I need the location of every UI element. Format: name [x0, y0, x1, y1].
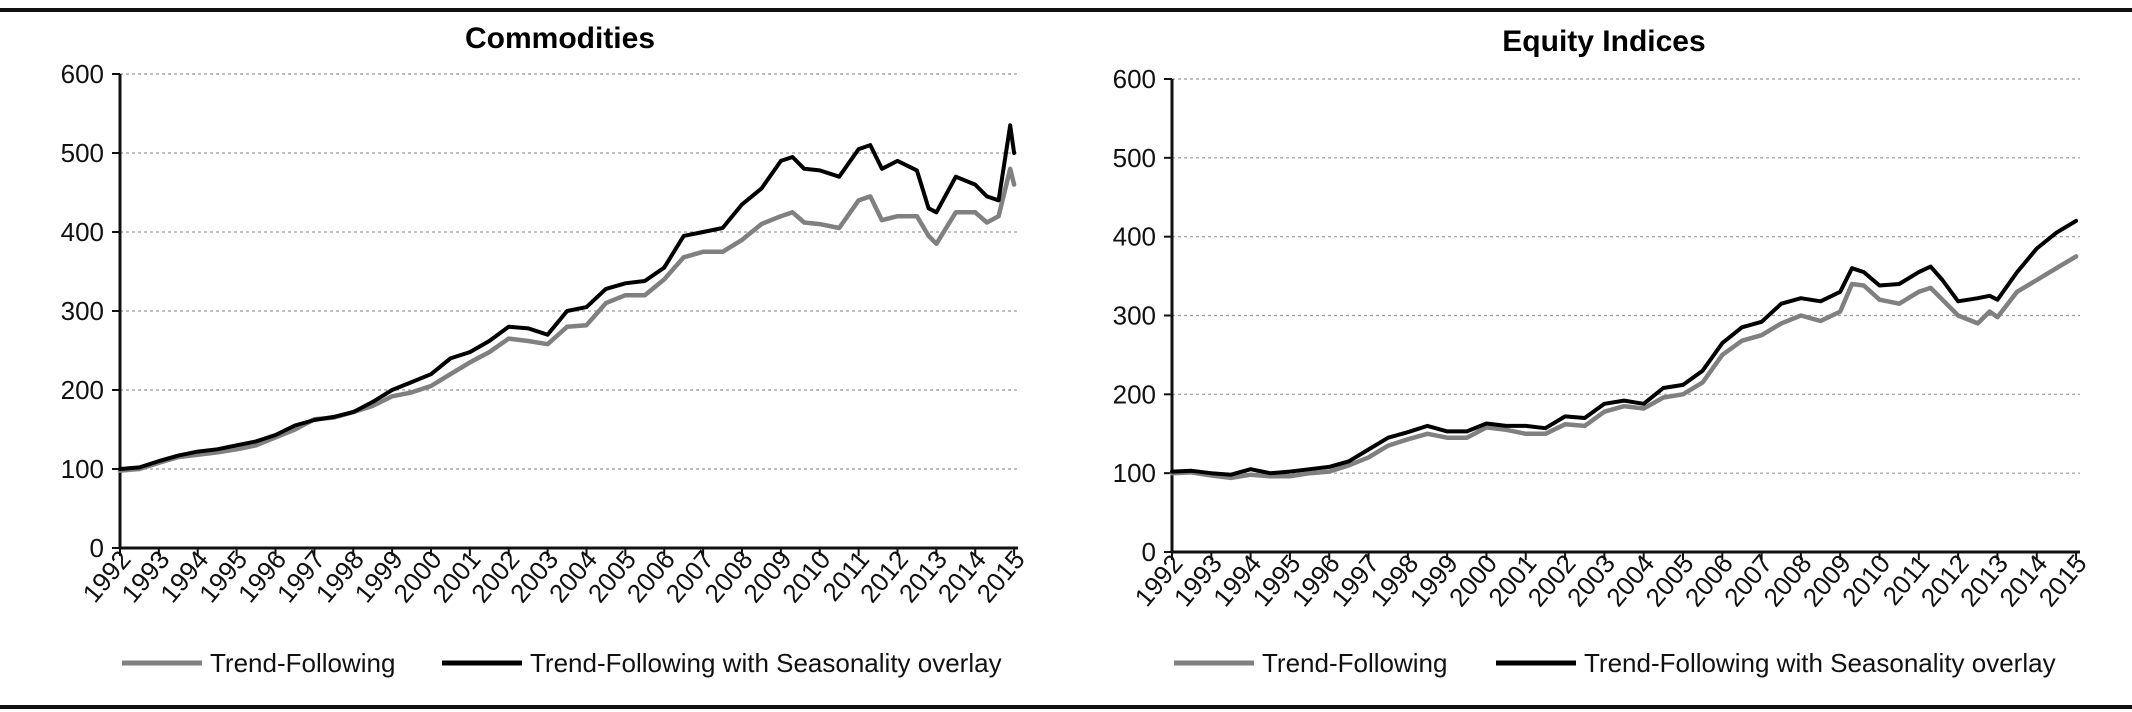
y-tick-label: 300	[61, 296, 104, 326]
series-line-trend-following-seasonality	[118, 123, 1017, 471]
y-tick-label: 600	[61, 59, 104, 89]
y-tick-label: 300	[1113, 301, 1156, 331]
y-tick-label: 500	[61, 138, 104, 168]
y-tick-label: 0	[90, 533, 104, 563]
chart-title: Equity Indices	[1502, 25, 1705, 58]
chart-title: Commodities	[465, 22, 655, 55]
series-line-trend-following-seasonality	[1170, 218, 2079, 477]
chart-commodities: Commodities01002003004005006001992199319…	[61, 22, 1031, 678]
y-tick-label: 100	[1113, 458, 1156, 488]
y-tick-label: 600	[1113, 64, 1156, 94]
y-tick-label: 500	[1113, 143, 1156, 173]
chart-equity-indices: Equity Indices01002003004005006001992199…	[1113, 25, 2093, 678]
series-line-trend-following	[1169, 254, 2079, 481]
chart-panel-equity-indices: Equity Indices 0 100 200 300 400 500 600 1992 199…	[1090, 12, 2132, 704]
y-tick-label: 100	[61, 454, 104, 484]
y-tick-label: 400	[1113, 222, 1156, 252]
legend-label-trend-following: Trend-Following	[210, 648, 395, 678]
y-tick-label: 200	[61, 375, 104, 405]
y-tick-label: 0	[1142, 537, 1156, 567]
y-tick-label: 200	[1113, 379, 1156, 409]
legend-label-trend-following: Trend-Following	[1262, 648, 1447, 678]
legend-label-trend-following-seasonality: Trend-Following with Seasonality overlay	[1584, 648, 2056, 678]
series-line-trend-following	[117, 166, 1017, 473]
y-tick-label: 400	[61, 217, 104, 247]
bottom-rule	[0, 705, 2132, 709]
chart-panel-commodities: Commodities 0 100 200 300 400 500 600 1992 1993 19…	[0, 12, 1090, 704]
top-rule	[0, 8, 2132, 12]
legend-label-trend-following-seasonality: Trend-Following with Seasonality overlay	[530, 648, 1002, 678]
